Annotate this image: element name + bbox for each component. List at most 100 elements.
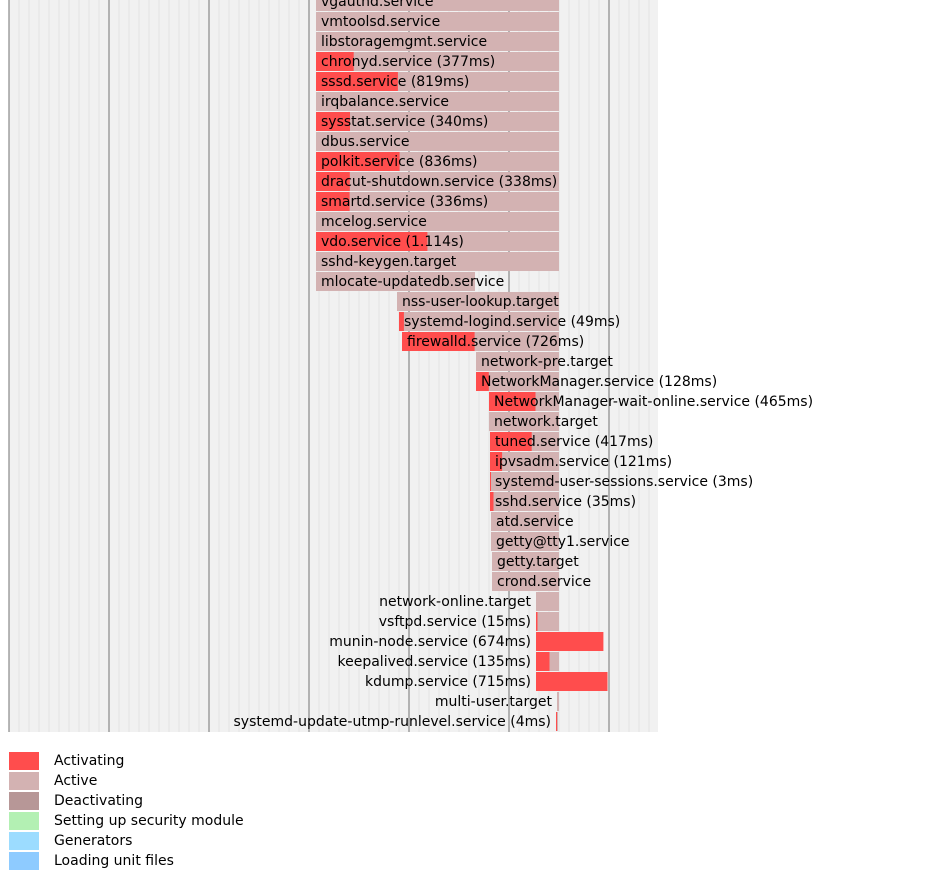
unit-label: network.target [494, 414, 598, 430]
unit-row: getty.target [492, 552, 579, 571]
activating-bar [490, 432, 532, 451]
activating-bar [490, 472, 491, 491]
unit-label: keepalived.service (135ms) [338, 654, 532, 670]
unit-label: systemd-user-sessions.service (3ms) [495, 474, 753, 490]
activating-bar [316, 52, 354, 71]
unit-row: irqbalance.service [316, 92, 559, 111]
unit-row: NetworkManager.service (128ms) [476, 372, 717, 391]
legend-label-security-module: Setting up security module [54, 813, 244, 829]
unit-row: crond.service [492, 572, 591, 591]
unit-label: mlocate-updatedb.service [321, 274, 504, 290]
activating-bar [556, 712, 557, 731]
active-bar [490, 492, 559, 511]
unit-row: chronyd.service (377ms) [316, 52, 559, 71]
legend-swatch-activating [9, 752, 39, 770]
active-bar [316, 32, 559, 51]
legend-swatch-generators [9, 832, 39, 850]
time-grid [8, 0, 650, 732]
activating-bar [536, 652, 550, 671]
unit-row: systemd-user-sessions.service (3ms) [490, 472, 753, 491]
unit-label: munin-node.service (674ms) [329, 634, 531, 650]
legend-label-loading-unit-files: Loading unit files [54, 853, 174, 869]
active-bar [489, 412, 559, 431]
active-bar [399, 312, 559, 331]
active-bar [476, 352, 559, 371]
unit-label: systemd-update-utmp-runlevel.service (4m… [234, 714, 551, 730]
legend-swatch-deactivating [9, 792, 39, 810]
unit-label: chronyd.service (377ms) [321, 54, 495, 70]
unit-label: NetworkManager.service (128ms) [481, 374, 717, 390]
legend-label-active: Active [54, 773, 98, 789]
active-bar [397, 292, 559, 311]
active-bar [490, 472, 559, 491]
unit-label: ipvsadm.service (121ms) [495, 454, 672, 470]
unit-label: polkit.service (836ms) [321, 154, 477, 170]
unit-label: sysstat.service (340ms) [321, 114, 488, 130]
legend-swatch-loading-unit-files [9, 852, 39, 870]
activating-bar [316, 172, 350, 191]
unit-row: network-online.target [379, 592, 559, 611]
boot-timeline-chart: vgauthd.service vmtoolsd.service libstorag… [8, 0, 813, 732]
unit-label: sshd.service (35ms) [495, 494, 636, 510]
active-bar [316, 52, 559, 71]
active-bar [316, 272, 475, 291]
active-bar [490, 452, 559, 471]
unit-label: getty@tty1.service [496, 534, 630, 550]
active-bar [536, 592, 559, 611]
unit-row: dbus.service [316, 132, 559, 151]
unit-label: sssd.service (819ms) [321, 74, 469, 90]
active-bar [316, 192, 559, 211]
unit-row: munin-node.service (674ms) [329, 632, 604, 651]
unit-label: vmtoolsd.service [321, 14, 440, 30]
unit-row: vsftpd.service (15ms) [379, 612, 559, 631]
active-bar [491, 512, 559, 531]
legend-swatch-active [9, 772, 39, 790]
unit-label: irqbalance.service [321, 94, 449, 110]
activating-bar [490, 492, 494, 511]
legend-label-activating: Activating [54, 753, 125, 769]
unit-label: network-online.target [379, 594, 531, 610]
active-bar [316, 172, 559, 191]
activating-bar [536, 612, 538, 631]
unit-row: dracut-shutdown.service (338ms) [316, 172, 559, 191]
active-bar [316, 112, 559, 131]
unit-label: vgauthd.service [321, 0, 433, 10]
activating-bar [536, 672, 608, 691]
unit-row: multi-user.target [435, 692, 559, 711]
activating-bar [316, 72, 398, 91]
active-bar [316, 252, 559, 271]
unit-label: tuned.service (417ms) [495, 434, 653, 450]
unit-label: multi-user.target [435, 694, 553, 710]
active-bar [491, 532, 559, 551]
activating-bar [476, 372, 489, 391]
active-bar [316, 12, 559, 31]
unit-row: libstoragemgmt.service [316, 32, 559, 51]
legend-label-deactivating: Deactivating [54, 793, 144, 809]
active-bar [557, 692, 559, 711]
active-bar [492, 552, 559, 571]
unit-label: libstoragemgmt.service [321, 34, 487, 50]
unit-row: sssd.service (819ms) [316, 72, 559, 91]
unit-label: network-pre.target [481, 354, 613, 370]
active-bar [536, 612, 559, 631]
legend-label-generators: Generators [54, 833, 133, 849]
unit-label: NetworkManager-wait-online.service (465m… [494, 394, 813, 410]
unit-row: atd.service [491, 512, 574, 531]
unit-label: vsftpd.service (15ms) [379, 614, 531, 630]
activating-bar [402, 332, 475, 351]
active-bar [316, 92, 559, 111]
unit-row: vmtoolsd.service [316, 12, 559, 31]
unit-label: getty.target [497, 554, 579, 570]
unit-label: nss-user-lookup.target [402, 294, 559, 310]
activating-bar [316, 112, 350, 131]
unit-label: vdo.service (1.114s) [321, 234, 464, 250]
activating-bar [316, 152, 400, 171]
unit-row: vdo.service (1.114s) [316, 232, 559, 251]
unit-row: systemd-logind.service (49ms) [399, 312, 620, 331]
active-bar [492, 572, 559, 591]
legend-swatch-security-module [9, 812, 39, 830]
unit-row: polkit.service (836ms) [316, 152, 559, 171]
unit-row: sshd.service (35ms) [490, 492, 636, 511]
active-bar [316, 132, 559, 151]
unit-label: dracut-shutdown.service (338ms) [321, 174, 557, 190]
